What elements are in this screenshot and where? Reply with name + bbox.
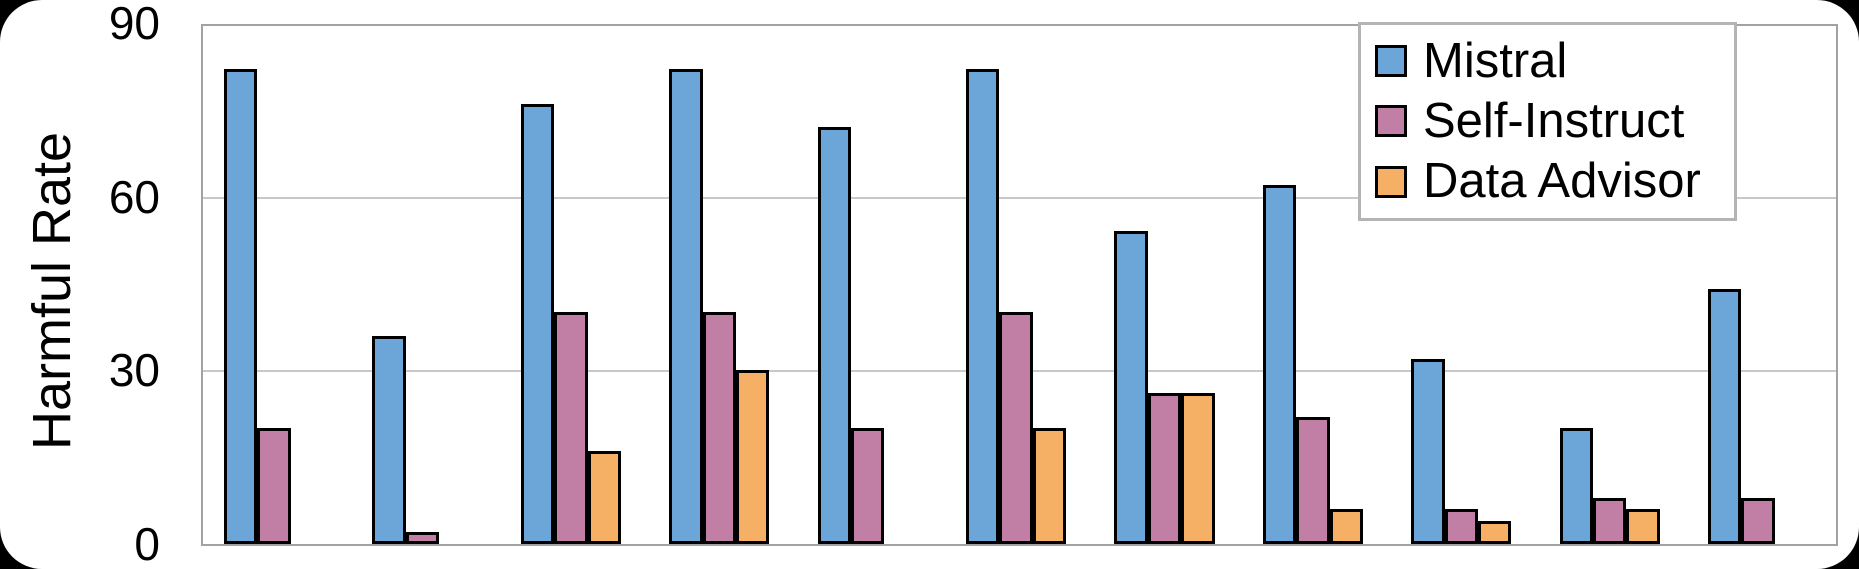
bar-data-advisor-group-3 — [587, 451, 621, 544]
bar-data-advisor-group-8 — [1329, 509, 1363, 544]
bar-mistral-group-4 — [669, 69, 703, 544]
data-advisor-swatch-icon — [1375, 165, 1407, 198]
bar-mistral-group-8 — [1262, 185, 1297, 544]
mistral-swatch-icon — [1375, 45, 1407, 78]
legend: Mistral Self-Instruct Data Advisor — [1358, 22, 1737, 221]
y-axis-title: Harmful Rate — [22, 131, 82, 451]
gridline-60 — [203, 196, 1836, 199]
bar-data-advisor-group-4 — [736, 370, 770, 544]
y-tick-label-30: 30 — [108, 344, 160, 397]
bar-mistral-group-2 — [372, 335, 406, 544]
legend-row-data-advisor: Data Advisor — [1375, 157, 1728, 206]
bar-mistral-group-1 — [224, 69, 258, 544]
bar-mistral-group-10 — [1559, 428, 1593, 544]
plot-area — [201, 24, 1838, 546]
legend-row-self-instruct: Self-Instruct — [1375, 93, 1728, 148]
bar-self-instruct-group-3 — [554, 312, 588, 544]
bar-self-instruct-group-1 — [257, 428, 291, 544]
bar-self-instruct-group-9 — [1444, 509, 1478, 544]
bar-data-advisor-group-7 — [1181, 393, 1215, 544]
bar-self-instruct-group-11 — [1741, 497, 1775, 544]
legend-label-data-advisor: Data Advisor — [1423, 154, 1701, 209]
bar-mistral-group-5 — [817, 127, 851, 544]
bar-mistral-group-3 — [520, 103, 555, 544]
bar-data-advisor-group-9 — [1478, 520, 1512, 544]
self-instruct-swatch-icon — [1375, 105, 1407, 138]
y-tick-label-60: 60 — [108, 170, 160, 223]
bar-self-instruct-group-7 — [1147, 393, 1182, 544]
bar-self-instruct-group-6 — [999, 312, 1033, 544]
legend-row-mistral: Mistral — [1375, 33, 1728, 88]
bar-data-advisor-group-6 — [1032, 428, 1067, 544]
bar-mistral-group-11 — [1708, 289, 1742, 544]
bar-mistral-group-6 — [966, 69, 1000, 544]
legend-label-self-instruct: Self-Instruct — [1423, 93, 1685, 148]
bar-self-instruct-group-10 — [1593, 497, 1627, 544]
bar-mistral-group-7 — [1114, 231, 1148, 544]
y-tick-label-0: 0 — [134, 518, 160, 569]
y-tick-label-90: 90 — [108, 0, 160, 49]
bar-self-instruct-group-8 — [1296, 416, 1330, 544]
bar-self-instruct-group-5 — [851, 428, 885, 544]
bar-mistral-group-9 — [1411, 358, 1445, 544]
bar-self-instruct-group-2 — [405, 532, 440, 544]
bar-self-instruct-group-4 — [702, 312, 736, 544]
legend-label-mistral: Mistral — [1423, 33, 1568, 88]
bar-data-advisor-group-10 — [1626, 509, 1660, 544]
